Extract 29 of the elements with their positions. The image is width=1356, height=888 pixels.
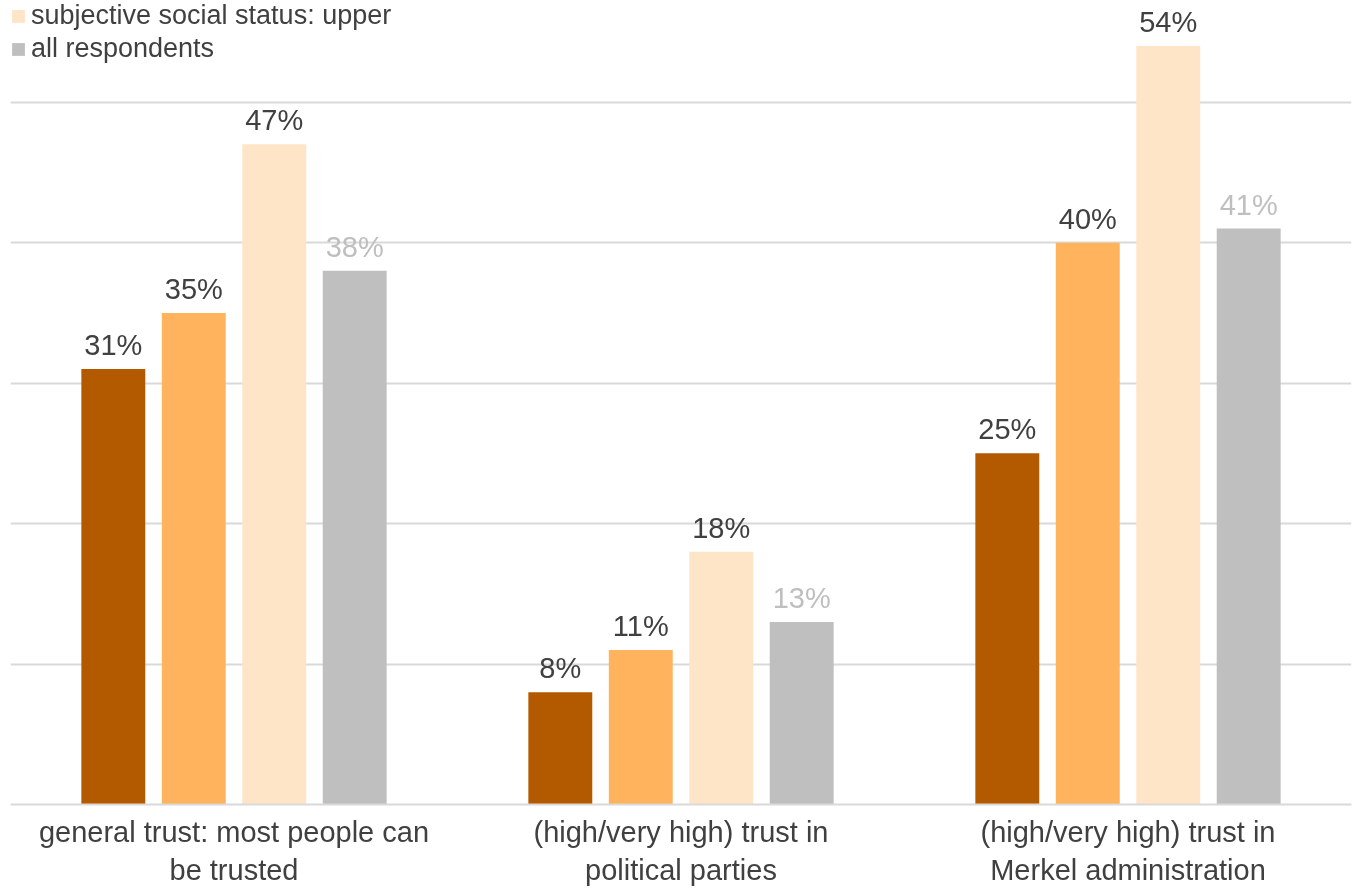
- data-label: 18%: [692, 511, 751, 544]
- data-label: 31%: [84, 329, 143, 362]
- bar: [81, 369, 146, 805]
- bar: [528, 692, 593, 805]
- data-label: 35%: [164, 272, 223, 305]
- data-label: 38%: [325, 230, 384, 263]
- data-label: 40%: [1058, 202, 1117, 235]
- bar: [322, 270, 387, 805]
- bar: [608, 649, 673, 805]
- data-label: 11%: [612, 609, 669, 642]
- x-tick-label: (high/very high) trust in political parties: [533, 815, 829, 886]
- data-label: 8%: [539, 652, 582, 685]
- bar: [769, 621, 834, 805]
- data-label: 13%: [772, 581, 831, 614]
- data-label: 47%: [245, 104, 304, 137]
- bar: [1136, 46, 1201, 805]
- data-label: 25%: [978, 413, 1037, 446]
- legend-label: subjective social status: upper: [31, 0, 392, 31]
- x-tick-label: (high/very high) trust in Merkel administration: [980, 815, 1276, 886]
- bar: [975, 453, 1040, 805]
- bar: [242, 144, 307, 805]
- bar: [689, 551, 754, 805]
- bar: [1216, 228, 1281, 805]
- bar: [161, 312, 226, 805]
- legend-label: all respondents: [31, 33, 215, 64]
- data-label: 54%: [1139, 6, 1198, 39]
- data-label: 41%: [1219, 188, 1278, 221]
- x-tick-label: general trust: most people can be trusted: [38, 815, 430, 886]
- bar: [1055, 242, 1120, 805]
